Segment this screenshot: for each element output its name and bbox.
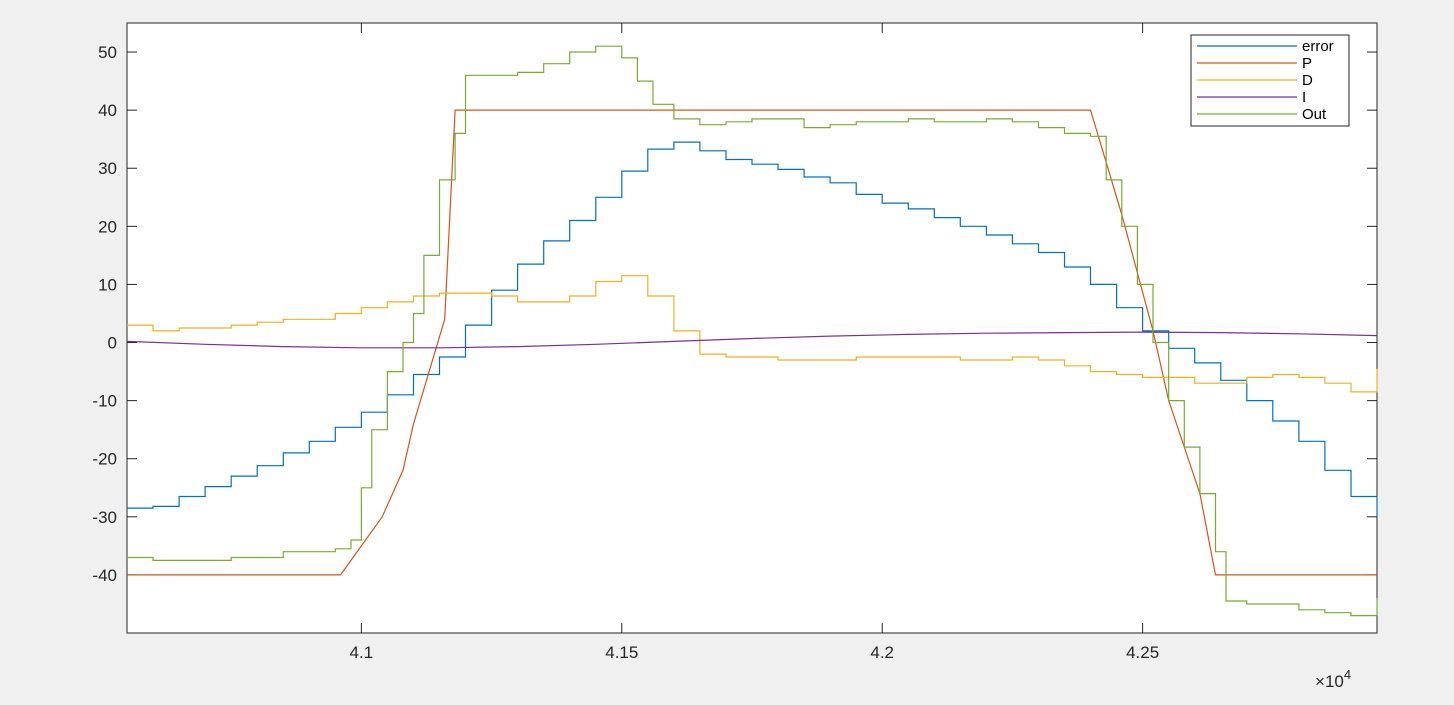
y-tick-label: 50	[98, 43, 117, 62]
x-exponent-base: 10	[1325, 672, 1344, 691]
legend-label: P	[1302, 55, 1312, 72]
y-tick-label: -40	[92, 566, 117, 585]
axis-ticks: -40 -30 -20 -10 0 10 20 30 40 50 4.1 4.15 4.2 4.25	[92, 23, 1377, 662]
series-line-i	[126, 331, 1378, 349]
x-tick-label: 4.15	[605, 643, 638, 662]
x-exponent-prefix: ×	[1315, 672, 1325, 691]
legend-label: error	[1302, 38, 1334, 55]
x-tick-label: 4.25	[1126, 643, 1159, 662]
series-group	[126, 45, 1378, 617]
y-tick-label: 30	[98, 159, 117, 178]
y-tick-label: -10	[92, 392, 117, 411]
series-line-d	[127, 275, 1378, 393]
legend-label: Out	[1302, 106, 1327, 123]
y-tick-label: -20	[92, 450, 117, 469]
legend-label: I	[1302, 89, 1306, 106]
x-tick-label: 4.1	[350, 643, 374, 662]
plot-area	[126, 22, 1378, 634]
y-tick-label: -30	[92, 508, 117, 527]
y-tick-label: 20	[98, 217, 117, 236]
y-tick-label: 0	[108, 334, 117, 353]
x-axis-exponent: ×104	[1315, 667, 1351, 691]
y-tick-label: 40	[98, 101, 117, 120]
y-tick-label: 10	[98, 275, 117, 294]
x-tick-label: 4.2	[870, 643, 894, 662]
x-exponent-power: 4	[1344, 667, 1351, 682]
series-line-out	[127, 45, 1378, 617]
legend-label: D	[1302, 72, 1313, 89]
